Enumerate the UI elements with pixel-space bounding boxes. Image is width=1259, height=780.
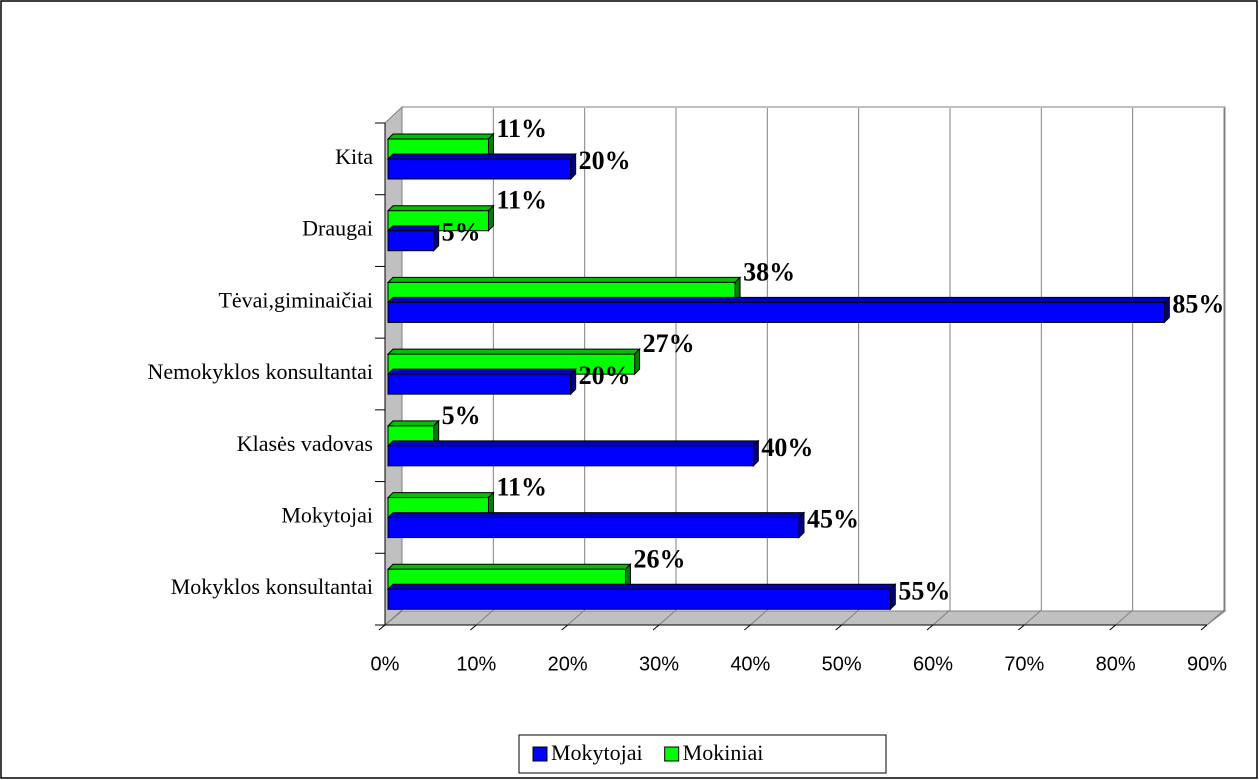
value-label: 11% — [496, 473, 547, 502]
value-label: 27% — [643, 329, 695, 358]
x-tick-label: 60% — [913, 653, 953, 675]
bar-top — [386, 420, 440, 427]
y-tick-label: Klasės vadovas — [237, 431, 373, 456]
bar-top — [386, 583, 897, 590]
bar-top — [386, 440, 760, 447]
legend-label: Mokiniai — [683, 740, 764, 765]
bar-side — [570, 367, 577, 396]
x-tick — [926, 624, 934, 631]
x-tick — [1018, 624, 1025, 631]
bar-side — [433, 224, 440, 252]
value-label: 20% — [579, 361, 631, 390]
bar-top — [386, 492, 495, 499]
legend-swatch — [532, 746, 548, 762]
x-tick-label: 30% — [639, 653, 679, 675]
y-tick-label: Mokyklos konsultantai — [171, 574, 373, 599]
value-label: 55% — [898, 576, 950, 605]
value-label: 11% — [496, 114, 547, 143]
x-tick-label: 90% — [1187, 653, 1227, 675]
x-tick — [744, 624, 751, 631]
bar-side — [798, 511, 805, 539]
bar-top — [386, 205, 495, 212]
bar-top — [386, 153, 577, 160]
floor-grid-line — [658, 609, 677, 626]
bar-side — [752, 439, 759, 468]
x-tick-label: 40% — [730, 653, 770, 675]
x-tick-label: 0% — [371, 653, 400, 675]
x-tick — [1109, 624, 1116, 631]
bar-side — [634, 347, 641, 376]
value-label: 20% — [579, 146, 631, 175]
floor-grid-line — [384, 609, 403, 626]
floor-grid-line — [750, 609, 768, 626]
y-tick-label: Nemokyklos konsultantai — [148, 359, 373, 384]
bar — [387, 517, 800, 539]
value-label: 45% — [807, 505, 859, 534]
x-tick — [561, 624, 568, 631]
x-tick — [378, 624, 386, 631]
bar-side — [889, 583, 896, 611]
x-tick-label: 80% — [1096, 653, 1136, 675]
bar — [387, 588, 891, 610]
legend-label: Mokytojai — [551, 740, 643, 765]
bar-top — [386, 296, 1171, 303]
y-tick-label: Draugai — [302, 216, 373, 241]
value-label: 40% — [761, 433, 813, 462]
bar-top — [386, 368, 577, 375]
floor-grid-line — [841, 609, 859, 626]
bar-top — [386, 563, 632, 570]
bar — [387, 373, 572, 395]
value-label: 38% — [743, 257, 795, 286]
bar-side — [570, 152, 577, 181]
floor-grid-line — [1206, 609, 1225, 626]
value-label: 26% — [633, 544, 685, 573]
x-tick — [652, 624, 660, 631]
bar-top — [386, 276, 742, 283]
bar — [387, 301, 1165, 323]
x-tick-label: 70% — [1004, 653, 1044, 675]
bar-top — [386, 348, 641, 355]
floor-grid-line — [1115, 609, 1133, 626]
bar-top — [386, 512, 806, 519]
x-tick — [1200, 624, 1208, 631]
bar — [387, 230, 435, 252]
floor-grid-line — [1024, 609, 1042, 626]
bar-side — [487, 204, 494, 232]
floor — [383, 610, 1227, 626]
y-tick-label: Tėvai,giminaičiai — [218, 287, 373, 312]
value-label: 5% — [442, 218, 481, 247]
y-tick-label: Kita — [335, 144, 373, 169]
bar — [387, 158, 572, 180]
legend-box — [518, 734, 887, 774]
bar-top — [386, 133, 495, 140]
value-label: 11% — [496, 186, 547, 215]
bar-side — [1163, 296, 1170, 324]
bar-top — [386, 225, 440, 232]
x-tick-label: 50% — [822, 653, 862, 675]
floor-grid-line — [932, 609, 951, 626]
x-tick — [470, 624, 477, 631]
floor-grid-line — [567, 609, 585, 626]
floor-grid-line — [476, 609, 494, 626]
y-tick-label: Mokytojai — [281, 502, 373, 527]
value-label: 85% — [1172, 289, 1224, 318]
x-tick-label: 20% — [548, 653, 588, 675]
x-tick-label: 10% — [456, 653, 496, 675]
x-tick — [835, 624, 842, 631]
value-label: 5% — [442, 401, 481, 430]
bar — [387, 445, 754, 467]
legend-swatch — [664, 746, 680, 762]
